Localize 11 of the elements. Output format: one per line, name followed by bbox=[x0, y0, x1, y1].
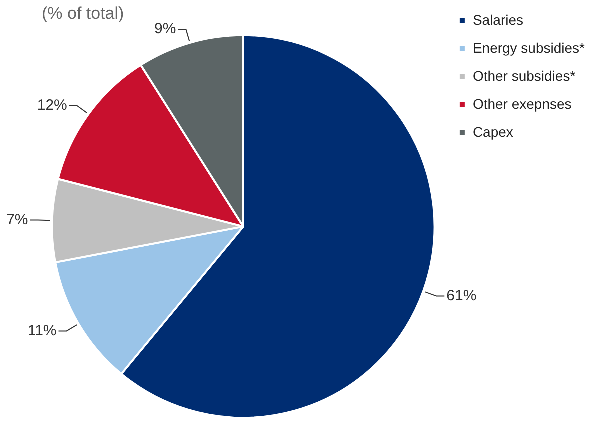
legend-label: Other subsidies* bbox=[472, 68, 576, 84]
data-label: 7% bbox=[6, 211, 28, 228]
legend-label: Capex bbox=[472, 124, 514, 140]
data-label: 9% bbox=[154, 20, 176, 38]
data-label: 61% bbox=[446, 287, 477, 304]
legend-label: Energy subsidies* bbox=[472, 40, 586, 56]
data-label: 11% bbox=[28, 322, 57, 340]
data-label: 12% bbox=[37, 97, 68, 114]
legend-label: Salaries bbox=[472, 12, 524, 28]
chart-title: (% of total) bbox=[42, 4, 124, 23]
legend-label: Other exepnses bbox=[472, 96, 572, 112]
